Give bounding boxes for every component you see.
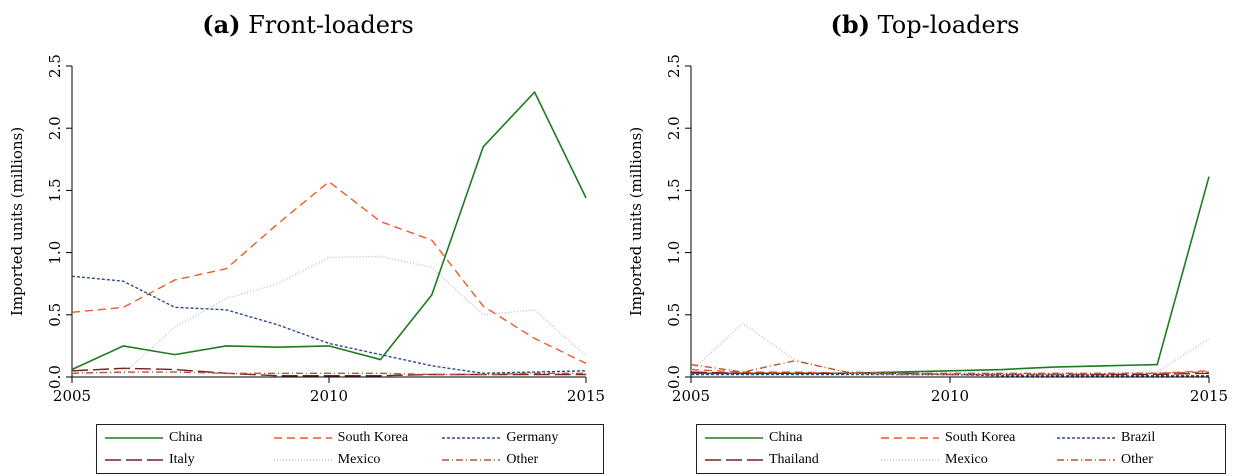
line-chart-front-loaders: 0.0 0.5 1.0 1.5 2.0 2.5 2005 2010 2015 Imported u… — [8, 54, 605, 405]
legend-item-other: Other — [1057, 450, 1153, 470]
legend-label: China — [769, 430, 803, 445]
legend-label: Mexico — [945, 452, 988, 467]
legend-swatch — [705, 437, 763, 439]
x-tick-label: 2010 — [931, 387, 969, 405]
series-line-china — [691, 176, 1210, 375]
series-line-south-korea — [71, 180, 587, 364]
series-line-mexico — [71, 255, 587, 374]
x-tick-label: 2015 — [567, 387, 605, 405]
y-tick-label: 0.0 — [46, 365, 64, 389]
legend-swatch — [273, 437, 332, 439]
x-tick-label: 2015 — [1190, 387, 1228, 405]
legend-swatch — [1057, 437, 1115, 439]
legend-item-brazil: Brazil — [1057, 428, 1155, 448]
legend-label: Mexico — [337, 452, 381, 467]
series-line-other — [690, 360, 1210, 374]
y-tick-label: 2.5 — [46, 54, 64, 78]
legend-swatch — [881, 437, 939, 439]
panel-front-loaders: (a) Front-loaders 0.0 0.5 1.0 1.5 2.0 2.5 2005… — [0, 0, 616, 476]
series-line-italy — [71, 367, 586, 377]
y-tick-label: 0.5 — [665, 303, 683, 327]
y-tick-label: 0.0 — [665, 365, 683, 389]
series-line-mexico — [690, 322, 1210, 376]
y-tick-label: 1.0 — [665, 241, 683, 265]
legend-swatch — [1057, 459, 1115, 461]
y-tick-label: 2.0 — [665, 116, 683, 140]
y-tick-label: 1.5 — [665, 178, 683, 202]
legend-item-mexico: Mexico — [881, 450, 988, 470]
panel-top-loaders: (b) Top-loaders 0.0 0.5 1.0 1.5 2.0 2.5 2005 20… — [617, 0, 1233, 476]
legend-swatch — [105, 459, 163, 461]
legend-item-south-korea: South Korea — [273, 428, 409, 448]
legend-item-germany: Germany — [442, 428, 558, 448]
panel-title-text: Front-loaders — [248, 11, 414, 39]
legend: China South Korea Brazil Thailand Mexico Othe… — [696, 424, 1226, 474]
legend-label: China — [169, 430, 203, 445]
legend-item-thailand: Thailand — [705, 450, 819, 470]
legend: China South Korea Germany Italy Mexico Other — [96, 424, 604, 474]
legend-item-italy: Italy — [105, 450, 195, 470]
y-tick-label: 2.5 — [665, 54, 683, 78]
legend-swatch — [705, 459, 763, 461]
legend-item-china: China — [705, 428, 802, 448]
y-tick-label: 2.0 — [46, 116, 64, 140]
legend-label: Other — [1121, 452, 1153, 467]
series-line-germany — [71, 275, 587, 374]
x-tick-label: 2005 — [672, 387, 710, 405]
legend-label: Other — [506, 452, 539, 467]
legend-swatch — [442, 437, 501, 439]
panel-label: (a) — [202, 10, 241, 39]
series-line-brazil — [691, 373, 1209, 377]
legend-swatch — [273, 459, 332, 461]
legend-item-mexico: Mexico — [273, 450, 381, 470]
legend-label: Thailand — [769, 452, 819, 467]
y-axis-label: Imported units (millions) — [627, 127, 645, 316]
legend-item-south-korea: South Korea — [881, 428, 1015, 448]
series-line-thailand — [690, 371, 1210, 376]
legend-label: Germany — [506, 430, 559, 445]
x-tick-label: 2005 — [53, 387, 91, 405]
legend-swatch — [442, 459, 501, 461]
y-axis-label: Imported units (millions) — [8, 127, 26, 316]
panel-title: (a) Front-loaders — [0, 10, 616, 39]
legend-label: Italy — [169, 452, 195, 467]
legend-label: South Korea — [945, 430, 1016, 445]
y-tick-label: 1.5 — [46, 178, 64, 202]
legend-swatch — [105, 437, 163, 439]
panel-title: (b) Top-loaders — [617, 10, 1233, 39]
series-line-china — [71, 90, 587, 371]
legend-label: South Korea — [337, 430, 409, 445]
x-tick-label: 2010 — [310, 387, 348, 405]
legend-label: Brazil — [1121, 430, 1156, 445]
panel-label: (b) — [830, 10, 871, 39]
panel-title-text: Top-loaders — [877, 11, 1020, 39]
line-chart-top-loaders: 0.0 0.5 1.0 1.5 2.0 2.5 2005 2010 2015 Imported u… — [627, 54, 1228, 405]
series-line-other — [71, 371, 586, 376]
legend-swatch — [881, 459, 939, 461]
y-tick-label: 0.5 — [46, 303, 64, 327]
legend-item-other: Other — [442, 450, 538, 470]
y-tick-label: 1.0 — [46, 241, 64, 265]
legend-item-china: China — [105, 428, 202, 448]
